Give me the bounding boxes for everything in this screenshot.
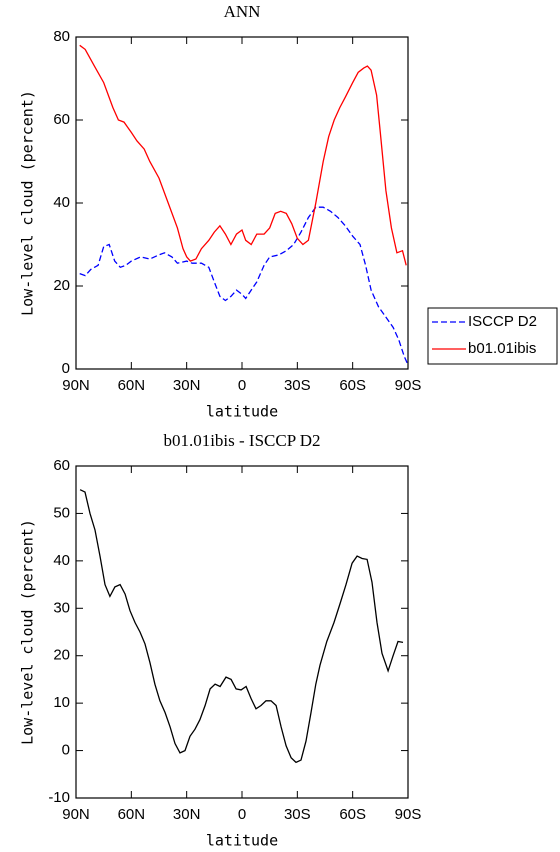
x-tick-label: 90S	[395, 806, 422, 823]
x-tick-label: 30N	[173, 806, 201, 823]
y-tick-label: -10	[48, 789, 70, 806]
y-tick-label: 60	[53, 457, 70, 474]
x-tick-label: 90S	[395, 377, 422, 394]
x-tick-label: 90N	[62, 806, 90, 823]
x-tick-label: 30N	[173, 377, 201, 394]
legend-label: b01.01ibis	[468, 340, 536, 357]
plot-frame	[75, 36, 409, 370]
y-tick-label: 80	[53, 28, 70, 45]
y-axis-label: Low-level cloud (percent)	[19, 90, 37, 316]
y-tick-label: 40	[53, 194, 70, 211]
chart-title: ANN	[224, 2, 261, 21]
x-tick-label: 60N	[118, 806, 146, 823]
x-tick-label: 0	[238, 377, 246, 394]
x-tick-label: 30S	[284, 806, 311, 823]
x-tick-label: 0	[238, 806, 246, 823]
legend-label: ISCCP D2	[468, 313, 537, 330]
x-tick-label: 90N	[62, 377, 90, 394]
plot-frame	[75, 465, 409, 799]
data-line	[79, 489, 404, 764]
legend-box	[427, 307, 558, 365]
x-tick-label: 60N	[118, 377, 146, 394]
x-tick-label: 30S	[284, 377, 311, 394]
y-tick-label: 0	[62, 742, 70, 759]
y-tick-label: 40	[53, 552, 70, 569]
data-line	[79, 206, 408, 364]
y-tick-label: 60	[53, 111, 70, 128]
y-tick-label: 30	[53, 599, 70, 616]
x-axis-label: latitude	[206, 832, 278, 850]
y-tick-label: 10	[53, 694, 70, 711]
y-tick-label: 20	[53, 277, 70, 294]
chart-title: b01.01ibis - ISCCP D2	[163, 431, 320, 450]
x-tick-label: 60S	[339, 377, 366, 394]
y-tick-label: 20	[53, 647, 70, 664]
x-axis-label: latitude	[206, 403, 278, 421]
y-tick-label: 0	[62, 360, 70, 377]
y-tick-label: 50	[53, 504, 70, 521]
y-axis-label: Low-level cloud (percent)	[19, 519, 37, 745]
data-line	[79, 44, 407, 266]
x-tick-label: 60S	[339, 806, 366, 823]
